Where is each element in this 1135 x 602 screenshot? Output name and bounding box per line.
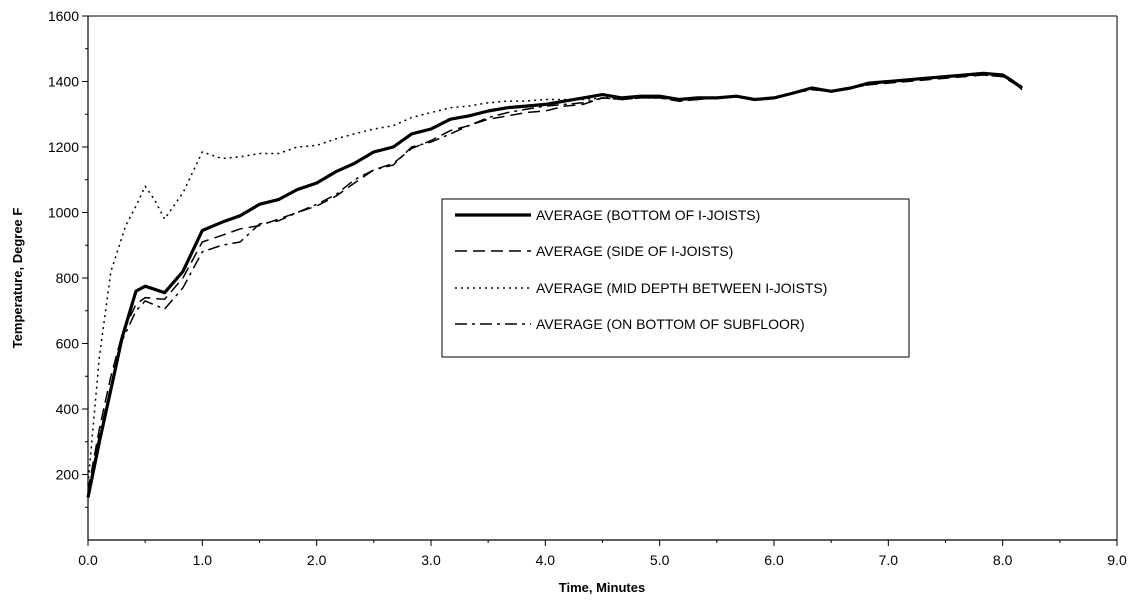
y-axis-title: Temperature, Degree F [10,208,25,349]
x-tick-label: 4.0 [536,552,556,568]
x-tick-label: 1.0 [193,552,213,568]
y-tick-label: 1200 [48,139,79,155]
y-axis-ticks: 200 400 600 800 1000 1200 1400 1600 [48,8,88,508]
x-tick-label: 9.0 [1107,552,1127,568]
x-tick-label: 2.0 [307,552,327,568]
y-tick-label: 800 [56,270,80,286]
y-tick-label: 1000 [48,205,79,221]
x-tick-label: 3.0 [421,552,441,568]
y-tick-label: 200 [56,467,80,483]
series-line-bottom-of-i-joists [86,71,1024,498]
series-line-mid-depth-between-i-joists [87,72,1023,485]
x-axis-ticks: 0.0 1.0 2.0 3.0 4.0 5.0 6.0 7.0 8.0 9.0 [78,540,1127,568]
y-tick-label: 600 [56,336,80,352]
legend: AVERAGE (BOTTOM OF I-JOISTS) AVERAGE (SI… [441,198,910,358]
x-tick-label: 6.0 [764,552,784,568]
legend-label-bottom-of-i-joists: AVERAGE (BOTTOM OF I-JOISTS) [536,207,760,223]
legend-label-mid-depth-between-i-joists: AVERAGE (MID DEPTH BETWEEN I-JOISTS) [536,280,827,296]
y-tick-label: 1600 [48,8,79,24]
y-tick-label: 1400 [48,74,79,90]
x-tick-label: 0.0 [78,552,98,568]
series-layer [86,71,1024,498]
x-tick-label: 7.0 [879,552,899,568]
legend-label-side-of-i-joists: AVERAGE (SIDE OF I-JOISTS) [536,243,733,259]
legend-box [441,198,910,358]
x-axis-title: Time, Minutes [559,580,645,595]
x-tick-label: 5.0 [650,552,670,568]
y-tick-label: 400 [56,401,80,417]
legend-label-on-bottom-of-subfloor: AVERAGE (ON BOTTOM OF SUBFLOOR) [536,316,805,332]
x-tick-label: 8.0 [993,552,1013,568]
